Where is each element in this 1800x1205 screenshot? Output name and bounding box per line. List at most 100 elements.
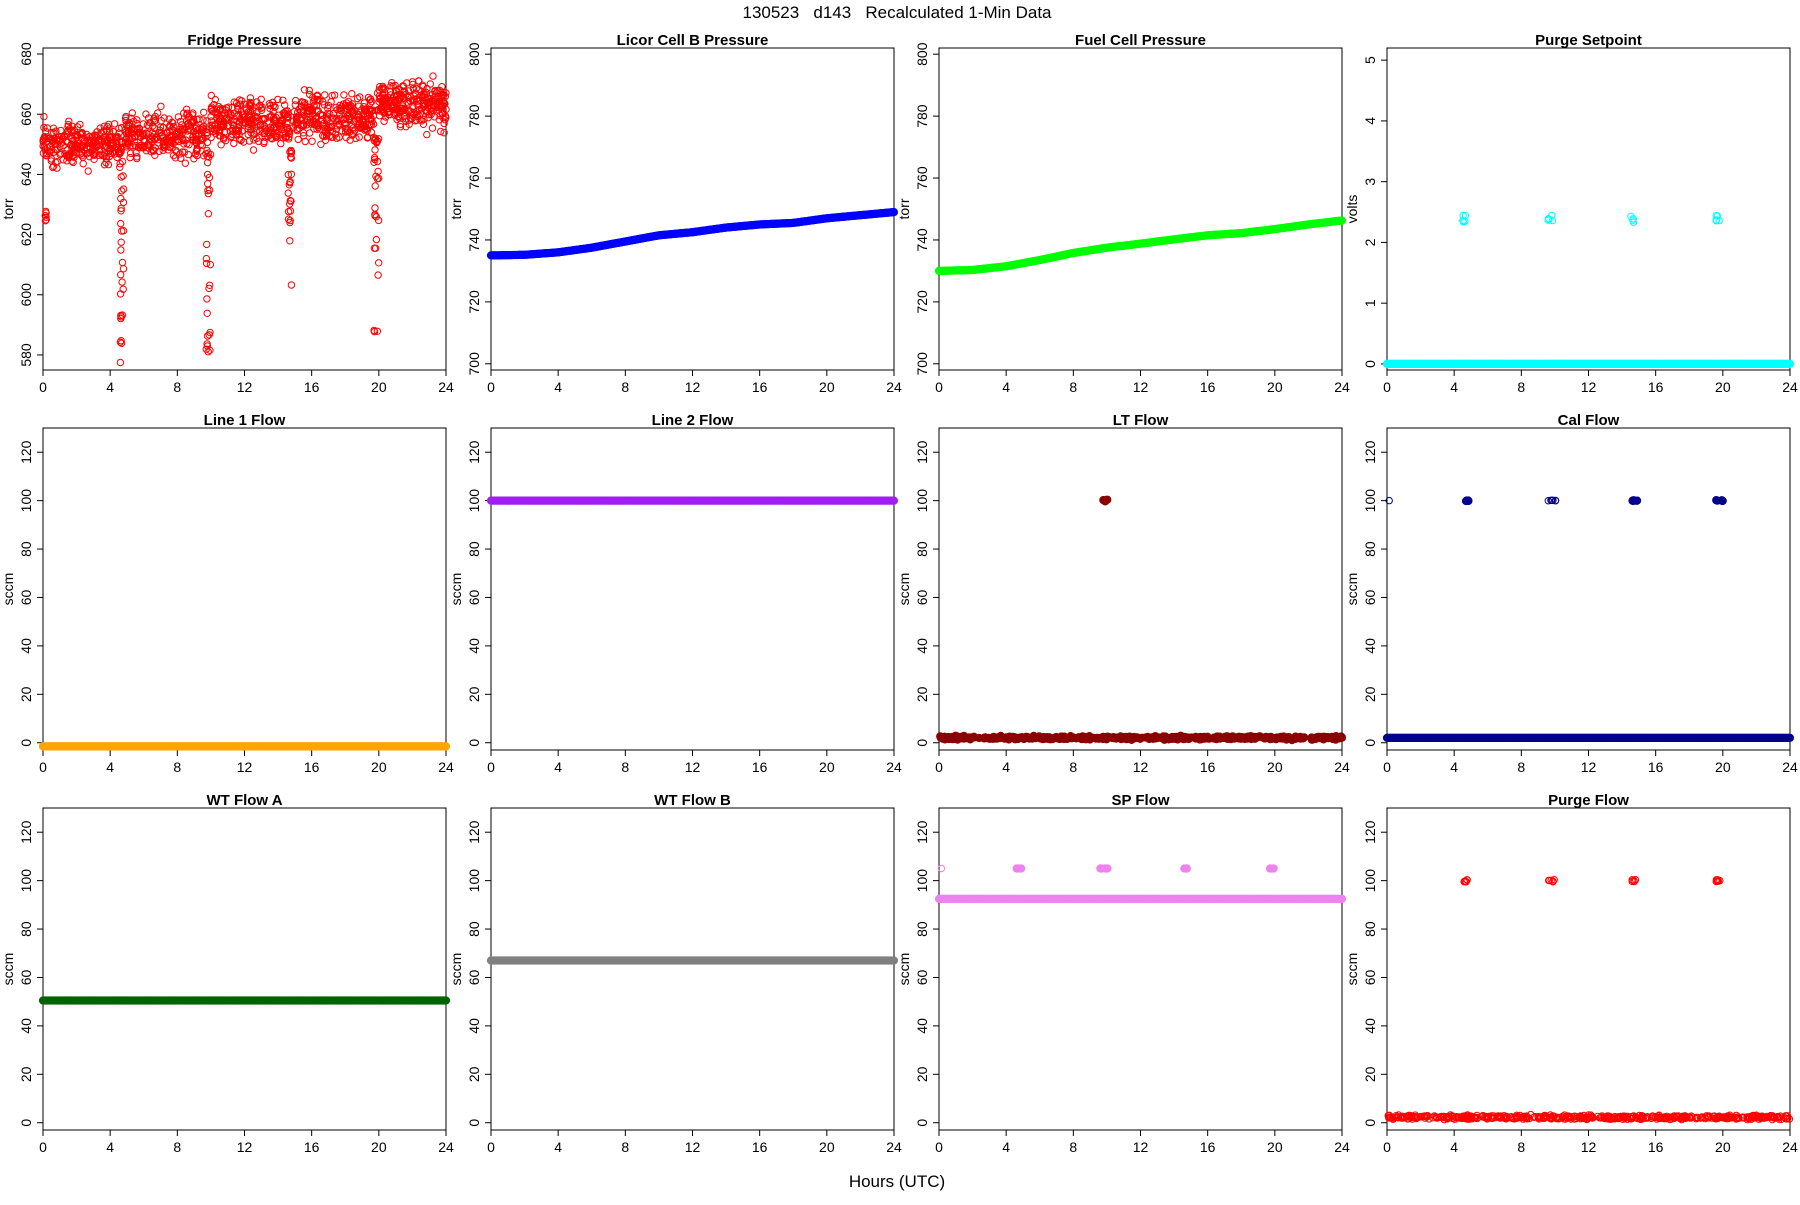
data-point [117, 359, 123, 365]
x-tick-label: 20 [1715, 379, 1731, 395]
x-tick-label: 16 [1200, 759, 1216, 775]
x-tick-label: 4 [106, 1139, 114, 1155]
panel-title: Line 2 Flow [652, 412, 734, 429]
data-point [285, 190, 291, 196]
y-tick-label: 600 [18, 283, 34, 307]
data-point [118, 272, 124, 278]
data-point [969, 734, 976, 741]
x-tick-label: 0 [39, 379, 47, 395]
y-tick-label: 640 [18, 162, 34, 186]
data-point [1211, 735, 1218, 742]
data-point [119, 279, 125, 285]
y-tick-label: 40 [914, 638, 930, 654]
y-axis-label: torr [448, 198, 464, 219]
data-point [218, 142, 224, 148]
y-tick-label: 100 [914, 489, 930, 513]
y-tick-label: 100 [1362, 489, 1378, 513]
y-tick-label: 760 [466, 166, 482, 190]
x-tick-label: 24 [1782, 379, 1798, 395]
data-points [40, 73, 449, 366]
data-point [208, 92, 214, 98]
data-points [487, 497, 897, 504]
data-point [1058, 733, 1065, 740]
data-point [1220, 734, 1227, 741]
x-tick-label: 8 [621, 759, 629, 775]
x-tick-label: 20 [371, 379, 387, 395]
data-point [120, 186, 126, 192]
x-tick-label: 20 [819, 759, 835, 775]
data-point [1095, 735, 1102, 742]
y-tick-label: 1 [1362, 299, 1378, 307]
y-tick-label: 40 [1362, 638, 1378, 654]
y-tick-label: 0 [1362, 360, 1378, 368]
data-point [1084, 735, 1091, 742]
data-point [119, 259, 125, 265]
y-tick-label: 120 [1362, 440, 1378, 464]
y-tick-label: 740 [466, 228, 482, 252]
y-tick-label: 60 [466, 589, 482, 605]
panel-title: Cal Flow [1558, 412, 1620, 429]
data-point [341, 92, 347, 98]
panel-title: WT Flow A [206, 792, 282, 809]
y-tick-label: 60 [1362, 589, 1378, 605]
data-point [381, 118, 387, 124]
data-point [1237, 734, 1244, 741]
x-tick-label: 8 [1517, 759, 1525, 775]
x-tick-label: 0 [935, 759, 943, 775]
y-axis-label: sccm [0, 953, 16, 986]
x-tick-label: 4 [106, 379, 114, 395]
x-tick-label: 8 [1069, 759, 1077, 775]
x-tick-label: 0 [487, 379, 495, 395]
y-tick-label: 620 [18, 223, 34, 247]
data-point [372, 147, 378, 153]
x-tick-label: 12 [1581, 759, 1597, 775]
data-point [127, 154, 133, 160]
data-points [937, 496, 1346, 744]
data-point [1323, 734, 1330, 741]
x-tick-label: 12 [1581, 379, 1597, 395]
data-point [307, 130, 313, 136]
data-points [39, 997, 449, 1004]
data-point [207, 261, 213, 267]
data-points [1383, 497, 1793, 742]
y-tick-label: 760 [914, 166, 930, 190]
y-tick-label: 780 [914, 104, 930, 128]
y-tick-label: 80 [18, 541, 34, 557]
x-tick-label: 24 [1334, 379, 1350, 395]
x-tick-label: 12 [1133, 759, 1149, 775]
x-tick-label: 16 [1200, 379, 1216, 395]
y-tick-label: 0 [466, 739, 482, 747]
data-point [1718, 497, 1725, 504]
data-point [1117, 733, 1124, 740]
plot-frame [43, 808, 446, 1130]
x-tick-label: 12 [1133, 379, 1149, 395]
y-tick-label: 20 [466, 686, 482, 702]
plot-frame [43, 428, 446, 750]
data-point [1039, 734, 1046, 741]
y-tick-label: 20 [18, 686, 34, 702]
x-tick-label: 24 [1782, 759, 1798, 775]
y-tick-label: 120 [18, 820, 34, 844]
data-point [1153, 735, 1160, 742]
data-point [288, 282, 294, 288]
data-point [442, 743, 449, 750]
x-tick-label: 16 [1648, 379, 1664, 395]
data-point [302, 138, 308, 144]
data-point [158, 103, 164, 109]
y-tick-label: 100 [466, 489, 482, 513]
data-point [1315, 733, 1322, 740]
y-tick-label: 20 [1362, 686, 1378, 702]
x-tick-label: 4 [1002, 759, 1010, 775]
y-axis-label: volts [1344, 195, 1360, 224]
data-point [204, 241, 210, 247]
data-point [119, 188, 125, 194]
y-axis-label: torr [0, 198, 16, 219]
y-tick-label: 2 [1362, 238, 1378, 246]
y-tick-label: 80 [466, 541, 482, 557]
